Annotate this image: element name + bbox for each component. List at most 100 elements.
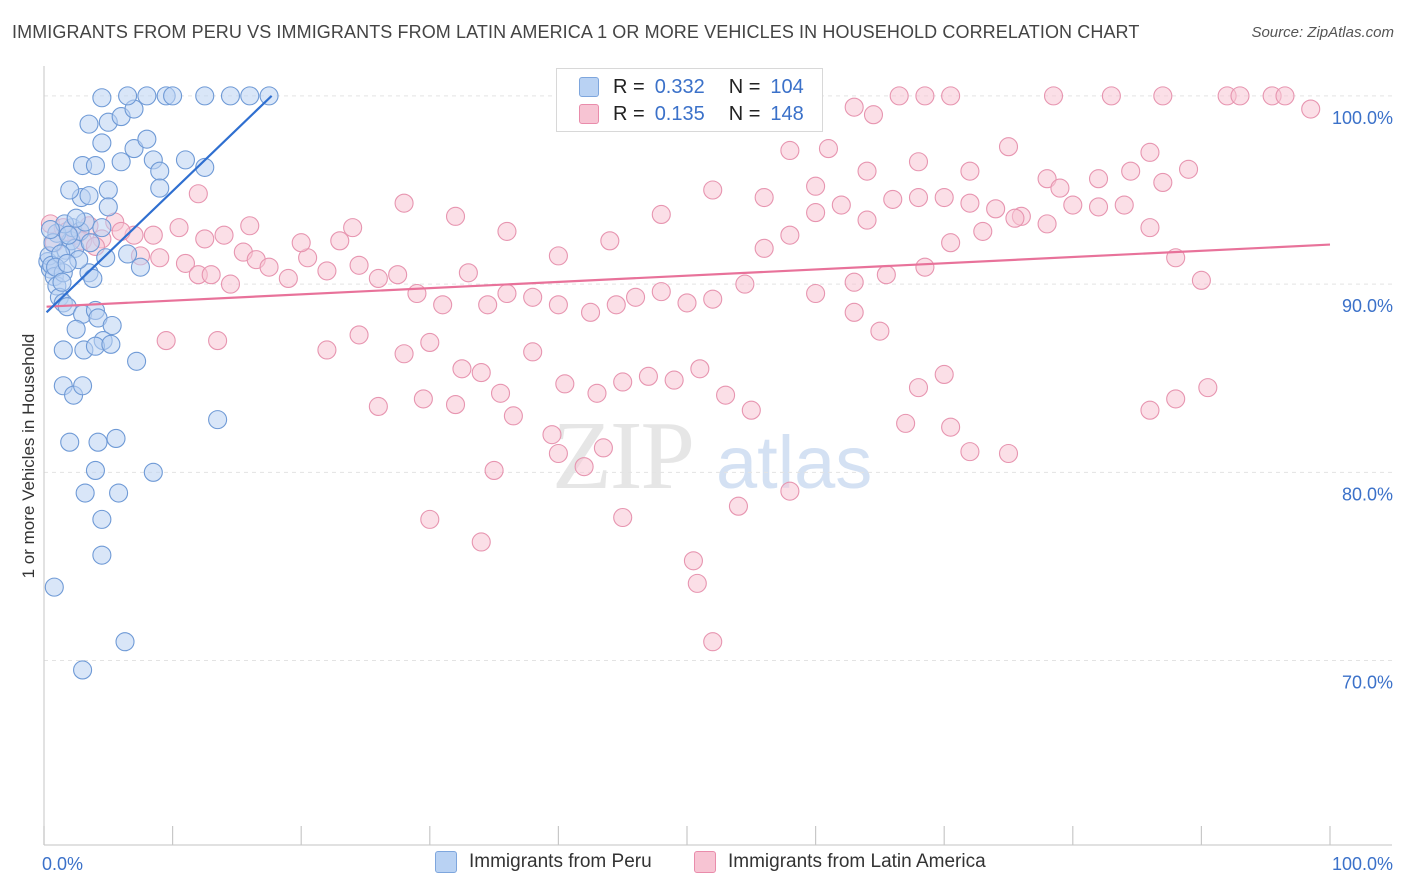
peru-point — [102, 315, 122, 336]
latin-america-legend-swatch — [694, 851, 716, 873]
latin-america-point — [1198, 378, 1218, 398]
latin-america-point — [150, 248, 170, 268]
latin-america-point — [188, 184, 208, 204]
latin-america-point — [908, 187, 929, 208]
series-legend: Immigrants from Peru Immigrants from Lat… — [0, 851, 1406, 877]
latin-america-point — [259, 257, 279, 277]
latin-america-point — [844, 97, 864, 117]
latin-america-point — [484, 460, 504, 480]
peru-point — [83, 268, 103, 289]
latin-america-point — [870, 321, 890, 341]
latin-america-point — [857, 161, 877, 181]
latin-america-point — [291, 233, 311, 253]
legend-item-peru[interactable]: Immigrants from Peru — [435, 851, 652, 873]
y-axis-label: 1 or more Vehicles in Household — [19, 334, 38, 579]
latin-america-point — [497, 283, 517, 304]
latin-america-point — [857, 210, 877, 230]
latin-america-point — [111, 221, 131, 241]
peru-point — [137, 129, 157, 149]
latin-america-point — [613, 507, 633, 528]
latin-america-point — [542, 425, 562, 445]
latin-america-point — [960, 161, 980, 181]
peru-point — [163, 86, 183, 106]
latin-america-point — [368, 396, 388, 416]
peru-point — [259, 86, 279, 106]
y-tick-labels: 100.0% 90.0% 80.0% 70.0% — [1332, 108, 1393, 693]
latin-america-point — [1101, 86, 1121, 106]
y-tick-label: 70.0% — [1342, 673, 1393, 693]
peru-trend-line — [45, 95, 273, 314]
latin-america-point — [908, 378, 929, 398]
source-credit: Source: ZipAtlas.com — [1251, 24, 1394, 41]
latin-america-point — [1005, 208, 1025, 228]
latin-america-point — [1114, 195, 1134, 215]
y-tick-label: 80.0% — [1342, 484, 1393, 504]
latin-america-point — [317, 261, 337, 281]
latin-america-point — [934, 187, 954, 208]
peru-point — [118, 86, 138, 106]
peru-point — [175, 150, 196, 170]
latin-america-point — [876, 265, 896, 285]
y-tick-label: 100.0% — [1332, 108, 1393, 128]
latin-america-point — [934, 364, 954, 384]
latin-america-point — [433, 295, 453, 315]
peru-point — [53, 340, 73, 360]
latin-america-point — [683, 551, 703, 571]
latin-america-point — [240, 216, 260, 236]
latin-america-point — [908, 152, 929, 172]
latin-america-point — [1037, 169, 1057, 189]
latin-america-point — [143, 225, 163, 245]
latin-america-point — [220, 274, 241, 294]
latin-america-point — [941, 233, 961, 253]
latin-america-point — [1050, 178, 1070, 198]
latin-america-point — [580, 302, 601, 322]
latin-america-point — [716, 385, 736, 405]
latin-america-point — [844, 272, 864, 292]
latin-america-point — [1230, 86, 1250, 106]
axes — [43, 66, 1392, 846]
latin-america-point — [349, 255, 369, 275]
latin-america-point — [915, 257, 935, 277]
latin-america-swatch — [579, 104, 599, 124]
latin-america-r-value: 0.135 — [654, 102, 705, 125]
latin-america-point — [214, 225, 234, 245]
latin-america-point — [998, 137, 1019, 157]
peru-point — [96, 248, 116, 268]
latin-america-point — [1037, 214, 1057, 234]
peru-point — [195, 86, 215, 106]
latin-america-point — [471, 532, 491, 552]
legend-row-peru: R = 0.332 N = 104 — [579, 74, 804, 100]
peru-point — [124, 139, 144, 159]
peru-point — [57, 253, 77, 273]
latin-america-point — [175, 253, 196, 273]
peru-n-value: 104 — [770, 75, 804, 98]
latin-america-point — [1140, 142, 1160, 162]
peru-point — [73, 376, 93, 396]
latin-america-point — [941, 86, 961, 106]
peru-point — [143, 462, 163, 482]
peru-point — [40, 219, 60, 240]
latin-america-point — [1121, 161, 1141, 181]
y-tick-label: 90.0% — [1342, 296, 1393, 316]
latin-america-point — [330, 231, 350, 251]
latin-america-point — [548, 246, 568, 266]
latin-america-point — [413, 389, 433, 409]
peru-point — [92, 218, 112, 238]
latin-america-point — [349, 325, 369, 345]
latin-america-point — [1140, 400, 1160, 420]
peru-point — [85, 155, 105, 176]
peru-point — [73, 660, 93, 680]
latin-america-point — [388, 265, 408, 285]
latin-america-point — [368, 268, 388, 289]
latin-america-point — [960, 193, 980, 213]
latin-america-point — [780, 225, 800, 245]
legend-item-latin-america[interactable]: Immigrants from Latin America — [694, 851, 986, 873]
latin-america-point — [394, 193, 414, 213]
latin-america-point — [915, 86, 935, 106]
latin-america-point — [973, 221, 993, 241]
latin-america-point — [638, 366, 658, 386]
latin-america-point — [883, 189, 903, 209]
latin-america-point — [1301, 99, 1321, 119]
peru-point — [92, 133, 112, 153]
